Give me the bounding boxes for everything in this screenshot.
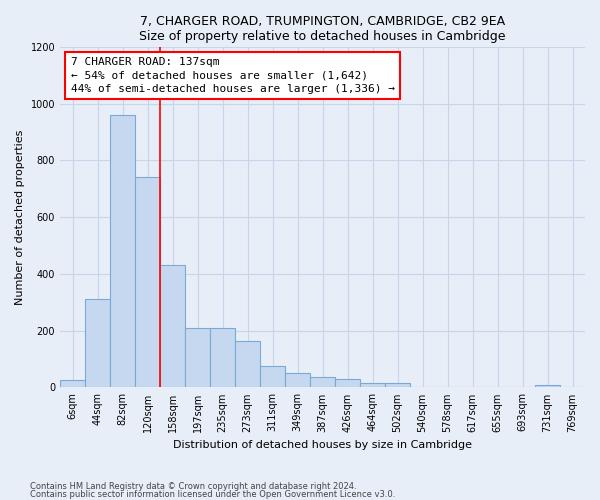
Bar [160,266,185,388]
Bar [360,383,385,388]
Y-axis label: Number of detached properties: Number of detached properties [15,130,25,305]
X-axis label: Distribution of detached houses by size in Cambridge: Distribution of detached houses by size … [173,440,472,450]
Bar [285,373,310,388]
Bar [385,383,410,388]
Title: 7, CHARGER ROAD, TRUMPINGTON, CAMBRIDGE, CB2 9EA
Size of property relative to de: 7, CHARGER ROAD, TRUMPINGTON, CAMBRIDGE,… [139,15,506,43]
Bar [210,328,235,388]
Bar [110,115,135,388]
Text: Contains HM Land Registry data © Crown copyright and database right 2024.: Contains HM Land Registry data © Crown c… [30,482,356,491]
Text: 7 CHARGER ROAD: 137sqm
← 54% of detached houses are smaller (1,642)
44% of semi-: 7 CHARGER ROAD: 137sqm ← 54% of detached… [71,57,395,94]
Text: Contains public sector information licensed under the Open Government Licence v3: Contains public sector information licen… [30,490,395,499]
Bar [85,300,110,388]
Bar [535,384,560,388]
Bar [310,378,335,388]
Bar [135,178,160,388]
Bar [185,328,210,388]
Bar [260,366,285,388]
Bar [335,379,360,388]
Bar [235,340,260,388]
Bar [60,380,85,388]
